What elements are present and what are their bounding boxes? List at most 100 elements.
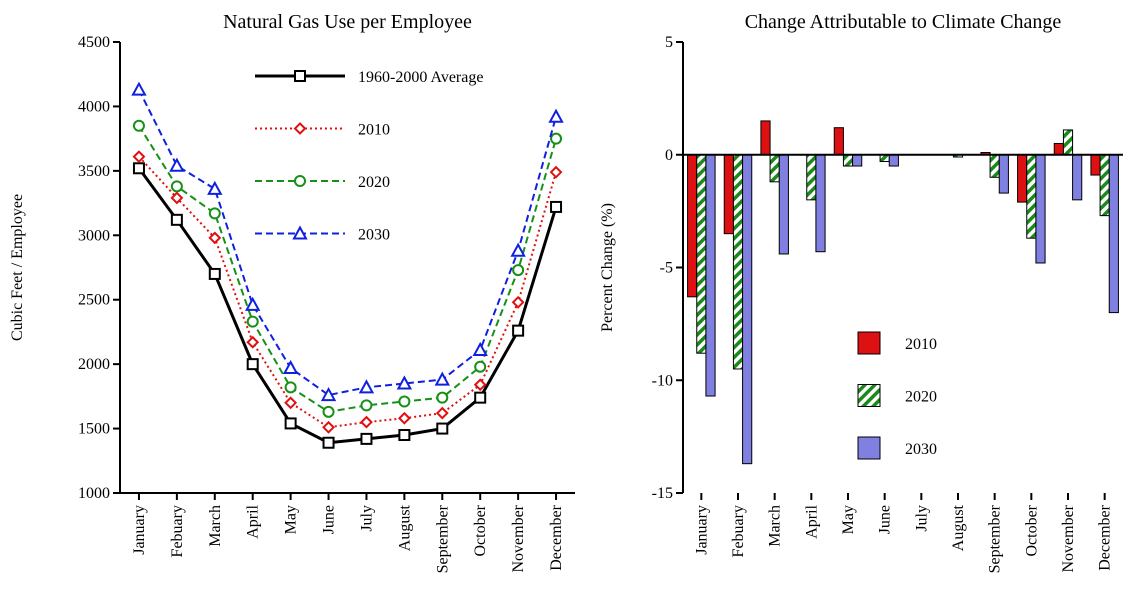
y-tick-label: 2000 [78,356,110,373]
x-tick-label: July [358,505,375,532]
x-tick-label: June [321,505,338,534]
legend-label: 2020 [358,174,390,191]
marker [550,200,563,213]
marker [246,335,260,349]
bar [1072,154,1083,201]
marker [282,359,299,375]
x-tick-label: Febuary [169,505,186,557]
marker [322,420,335,434]
marker [550,132,563,145]
x-tick-label: May [840,505,857,534]
x-tick-label: November [510,504,527,572]
bar [760,120,771,156]
bar [815,154,826,253]
marker [472,341,488,356]
bar [1090,154,1101,176]
y-tick-label: 1500 [78,421,110,438]
marker [208,267,221,280]
legend-label: 1960-2000 Average [358,69,483,86]
marker [284,417,297,430]
marker [510,242,526,257]
marker [511,295,525,309]
marker [208,207,221,220]
y-tick-label: -10 [652,372,673,389]
legend-label: 2030 [905,441,937,458]
x-tick-label: October [472,504,489,556]
series-line [138,125,558,413]
bar [998,154,1009,194]
x-tick-label: November [1060,504,1077,572]
legend-swatch [857,384,881,407]
bar [833,127,844,156]
bar [1035,154,1046,264]
marker [434,371,450,386]
x-tick-label: September [987,504,1004,573]
marker [360,415,373,429]
x-tick-label: August [396,504,413,551]
bar [732,154,744,370]
y-tick-label: -15 [652,485,673,502]
x-tick-label: December [1097,504,1114,570]
x-tick-label: September [434,504,451,573]
marker [474,391,487,404]
marker [131,81,147,96]
marker [397,411,411,425]
x-tick-label: March [767,505,784,547]
bar [879,154,890,163]
bar [806,154,817,201]
marker [170,191,184,205]
bar [1099,154,1110,217]
y-tick-label: 3500 [78,163,110,180]
marker [360,432,373,445]
y-tick-label: 0 [665,147,673,164]
marker [208,231,222,245]
x-tick-label: January [693,505,710,555]
x-tick-label: October [1023,504,1040,556]
marker [473,378,487,392]
bar [723,154,734,235]
marker [132,162,145,175]
y-tick-label: -5 [660,260,673,277]
marker [132,119,145,132]
marker [436,422,449,435]
y-tick-label: 5 [665,34,673,51]
bar [1017,154,1028,203]
x-tick-label: May [283,505,300,534]
marker [474,360,487,373]
y-tick-label: 3000 [78,227,110,244]
marker [170,180,183,193]
x-tick-label: March [207,505,224,547]
y-axis-label: Percent Change (%) [599,203,616,332]
marker [132,150,146,164]
x-tick-label: April [803,504,820,538]
legend-swatch [857,331,881,355]
series-line [138,89,558,397]
legend-swatch [857,436,881,460]
y-axis-label: Cubic Feet / Employee [9,194,26,341]
marker [294,175,306,187]
x-tick-label: January [131,505,148,555]
bar [778,154,789,255]
y-tick-label: 1000 [78,485,110,502]
bar [742,154,753,465]
bar [842,154,854,167]
bar [705,154,716,397]
bar [687,154,698,298]
marker [246,315,259,328]
legend-label: 2030 [358,227,390,244]
marker [245,296,261,311]
marker [549,165,563,179]
marker [284,381,297,394]
x-tick-label: June [877,505,894,534]
bar [1026,154,1037,239]
y-tick-label: 4000 [78,98,110,115]
marker [548,108,564,123]
x-tick-label: April [245,504,262,538]
legend-label: 2010 [905,336,937,353]
x-tick-label: Febuary [730,505,747,557]
chart-title: Natural Gas Use per Employee [223,11,472,33]
marker [292,225,308,240]
marker [284,396,298,410]
series-line [137,167,558,445]
